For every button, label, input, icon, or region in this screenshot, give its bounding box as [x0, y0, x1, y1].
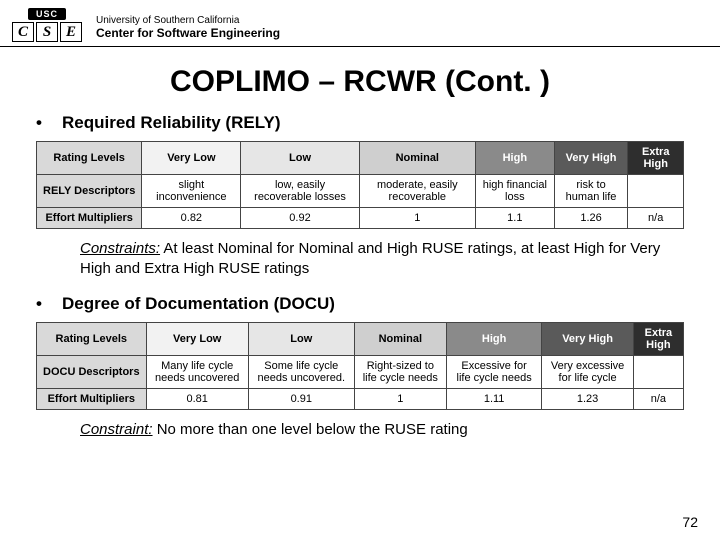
col-header: Nominal: [359, 142, 475, 175]
cell: 0.91: [248, 388, 354, 409]
row-header: DOCU Descriptors: [37, 355, 147, 388]
col-header: Low: [241, 142, 359, 175]
cell: Right-sized to life cycle needs: [354, 355, 446, 388]
center-name: Center for Software Engineering: [96, 26, 280, 40]
cell: low, easily recoverable losses: [241, 175, 359, 208]
cell: n/a: [633, 388, 683, 409]
cell: 0.81: [146, 388, 248, 409]
row-header: Rating Levels: [37, 142, 142, 175]
row-header: Effort Multipliers: [37, 208, 142, 229]
col-header: Extra High: [628, 142, 684, 175]
cse-row: C S E: [12, 22, 82, 42]
table-row: Effort Multipliers 0.81 0.91 1 1.11 1.23…: [37, 388, 684, 409]
col-header: Very Low: [146, 322, 248, 355]
rely-table: Rating Levels Very Low Low Nominal High …: [36, 141, 684, 229]
constraint-text: No more than one level below the RUSE ra…: [153, 421, 468, 438]
row-header: Rating Levels: [37, 322, 147, 355]
slide-header: USC C S E University of Southern Califor…: [0, 0, 720, 47]
logo-letter-c: C: [12, 22, 34, 42]
cell: Excessive for life cycle needs: [446, 355, 541, 388]
cell: 1.1: [475, 208, 554, 229]
usc-tag: USC: [28, 8, 66, 20]
constraint-text: At least Nominal for Nominal and High RU…: [80, 240, 660, 277]
col-header: Extra High: [633, 322, 683, 355]
col-header: High: [446, 322, 541, 355]
rely-constraint: Constraints: At least Nominal for Nomina…: [80, 239, 684, 280]
table-row: Rating Levels Very Low Low Nominal High …: [37, 142, 684, 175]
cell: slight inconvenience: [142, 175, 241, 208]
logo-letter-s: S: [36, 22, 58, 42]
slide-title: COPLIMO – RCWR (Cont. ): [0, 65, 720, 99]
cell: [633, 355, 683, 388]
docu-constraint: Constraint: No more than one level below…: [80, 420, 684, 440]
cell: Some life cycle needs uncovered.: [248, 355, 354, 388]
constraint-label: Constraint:: [80, 421, 153, 438]
cell: high financial loss: [475, 175, 554, 208]
cell: [628, 175, 684, 208]
logo-block: USC C S E: [12, 8, 82, 42]
bullet-rely: • Required Reliability (RELY): [36, 113, 684, 133]
logo-letter-e: E: [60, 22, 82, 42]
bullet-icon: •: [36, 294, 46, 314]
col-header: Low: [248, 322, 354, 355]
cell: 0.82: [142, 208, 241, 229]
bullet-icon: •: [36, 113, 46, 133]
cell: 1.11: [446, 388, 541, 409]
cell: Very excessive for life cycle: [542, 355, 633, 388]
cell: Many life cycle needs uncovered: [146, 355, 248, 388]
cell: 0.92: [241, 208, 359, 229]
col-header: Nominal: [354, 322, 446, 355]
table-row: Rating Levels Very Low Low Nominal High …: [37, 322, 684, 355]
cell: 1: [359, 208, 475, 229]
bullet-docu: • Degree of Documentation (DOCU): [36, 294, 684, 314]
cell: 1.23: [542, 388, 633, 409]
constraint-label: Constraints:: [80, 240, 160, 257]
cell: 1: [354, 388, 446, 409]
table-row: RELY Descriptors slight inconvenience lo…: [37, 175, 684, 208]
university-name: University of Southern California: [96, 15, 280, 26]
row-header: Effort Multipliers: [37, 388, 147, 409]
cell: n/a: [628, 208, 684, 229]
table-row: DOCU Descriptors Many life cycle needs u…: [37, 355, 684, 388]
docu-table: Rating Levels Very Low Low Nominal High …: [36, 322, 684, 410]
section2-heading: Degree of Documentation (DOCU): [62, 294, 335, 314]
row-header: RELY Descriptors: [37, 175, 142, 208]
col-header: High: [475, 142, 554, 175]
table-row: Effort Multipliers 0.82 0.92 1 1.1 1.26 …: [37, 208, 684, 229]
section1-heading: Required Reliability (RELY): [62, 113, 281, 133]
cell: risk to human life: [554, 175, 628, 208]
cell: 1.26: [554, 208, 628, 229]
slide-content: • Required Reliability (RELY) Rating Lev…: [0, 113, 720, 440]
page-number: 72: [682, 514, 698, 530]
col-header: Very High: [542, 322, 633, 355]
cell: moderate, easily recoverable: [359, 175, 475, 208]
col-header: Very High: [554, 142, 628, 175]
col-header: Very Low: [142, 142, 241, 175]
header-text: University of Southern California Center…: [96, 15, 280, 42]
